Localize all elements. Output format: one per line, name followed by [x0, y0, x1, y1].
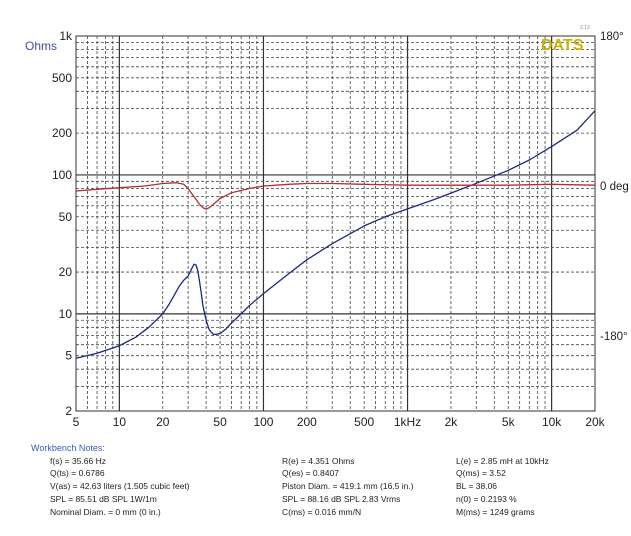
- note-re: R(e) = 4.351 Ohms: [282, 456, 355, 466]
- note-spl-1w: SPL = 85.51 dB SPL 1W/1m: [50, 494, 157, 504]
- y-tick-label: 1k: [59, 29, 73, 43]
- phase-tick-label: 180°: [600, 31, 624, 43]
- chart-grid: [75, 35, 596, 412]
- x-tick-label: 5: [73, 415, 80, 429]
- y-tick-label: 2: [65, 404, 72, 418]
- chart-curves: [75, 110, 596, 359]
- notes-title: Workbench Notes:: [31, 443, 105, 453]
- x-tick-label: 500: [354, 415, 374, 429]
- y-tick-label: 50: [59, 210, 73, 224]
- version-label: 2.12: [580, 25, 590, 31]
- x-tick-label: 10: [113, 415, 127, 429]
- note-qts: Q(ts) = 0.6786: [50, 468, 105, 478]
- phase-curve: [75, 182, 596, 210]
- phase-tick-label: 0 deg: [600, 181, 629, 193]
- note-vas: V(as) = 42.63 liters (1.505 cubic feet): [50, 481, 190, 491]
- x-tick-label: 20k: [585, 415, 605, 429]
- x-tick-label: 200: [297, 415, 317, 429]
- y-tick-label: 200: [52, 126, 72, 140]
- note-cms: C(ms) = 0.016 mm/N: [282, 507, 362, 517]
- phase-tick-label: -180°: [600, 331, 628, 343]
- x-tick-label: 2k: [445, 415, 459, 429]
- note-n0: n(0) = 0.2193 %: [456, 494, 517, 504]
- y-tick-label: 10: [59, 307, 73, 321]
- chart-ticks: 5 10 20 50 100 200 500 1kHz 2k 5k 10k 20k 1k 500 200 10…: [52, 29, 629, 429]
- x-tick-label: 50: [213, 415, 227, 429]
- x-tick-label: 5k: [502, 415, 516, 429]
- impedance-curve: [75, 110, 596, 359]
- note-qes: Q(es) = 0.8407: [282, 468, 339, 478]
- note-le: L(e) = 2.85 mH at 10kHz: [456, 456, 549, 466]
- y-tick-label: 5: [65, 349, 72, 363]
- note-fs: f(s) = 35.66 Hz: [50, 456, 106, 466]
- plot-frame: [75, 35, 596, 412]
- dats-logo: DATS: [541, 37, 584, 54]
- note-qms: Q(ms) = 3.52: [456, 468, 506, 478]
- y-tick-label: 500: [52, 71, 72, 85]
- x-tick-label: 1kHz: [394, 415, 421, 429]
- x-tick-label: 100: [253, 415, 273, 429]
- note-nominal-diam: Nominal Diam. = 0 mm (0 in.): [50, 507, 161, 517]
- y-tick-label: 20: [59, 265, 73, 279]
- impedance-chart: 5 10 20 50 100 200 500 1kHz 2k 5k 10k 20k 1k 500 200 10…: [25, 25, 629, 429]
- note-mms: M(ms) = 1249 grams: [456, 507, 535, 517]
- y-axis-label: Ohms: [25, 39, 57, 53]
- x-tick-label: 10k: [542, 415, 562, 429]
- note-spl-283: SPL = 88.16 dB SPL 2.83 Vrms: [282, 494, 401, 504]
- y-tick-label: 100: [52, 168, 72, 182]
- note-piston-diam: Piston Diam. = 419.1 mm (16.5 in.): [282, 481, 414, 491]
- note-bl: BL = 38.06: [456, 481, 498, 491]
- x-tick-label: 20: [156, 415, 170, 429]
